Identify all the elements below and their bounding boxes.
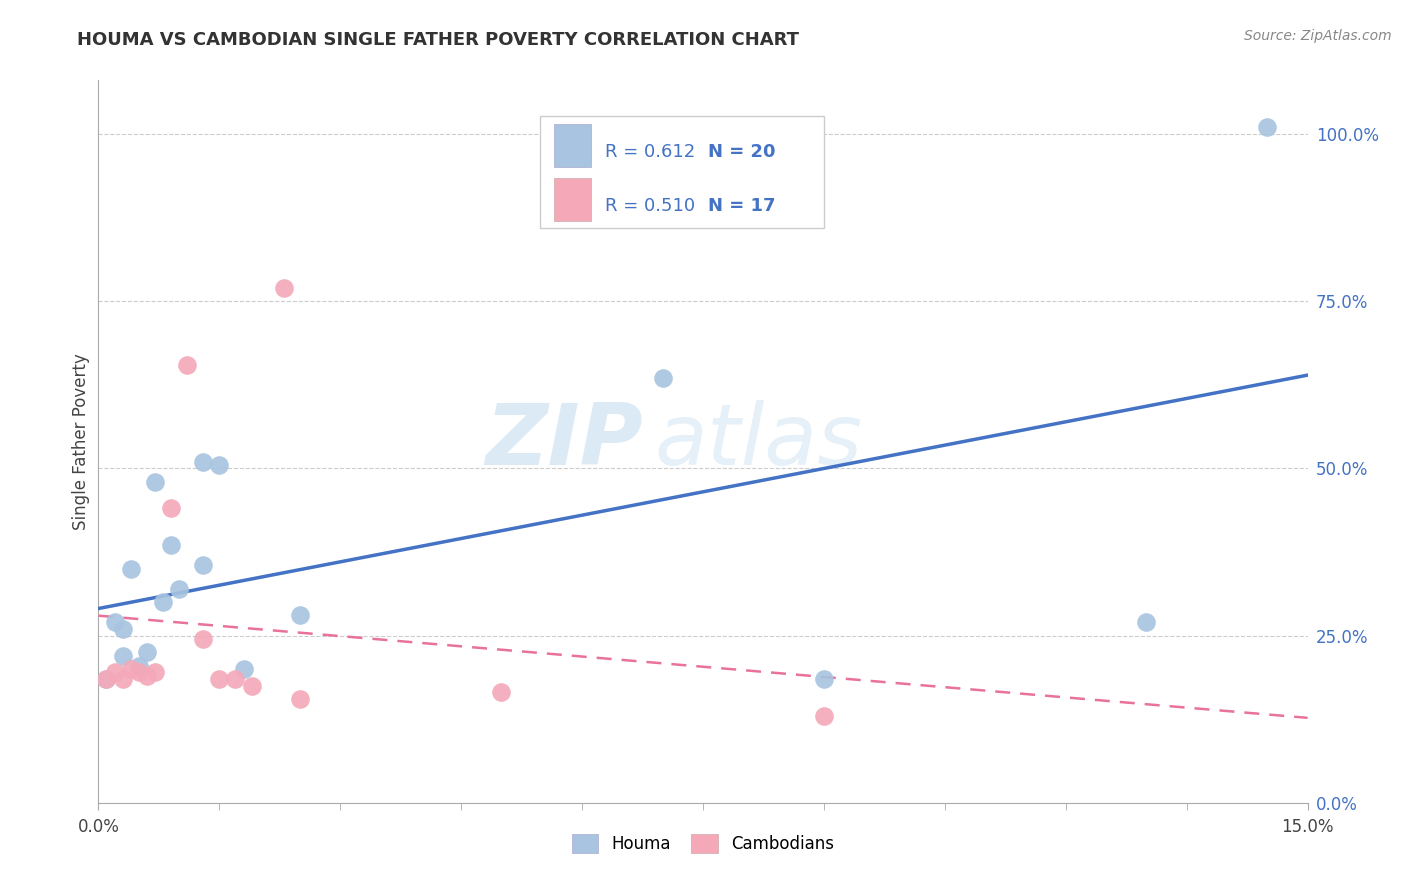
Point	[193, 558, 215, 573]
Point	[96, 672, 118, 686]
Text: Source: ZipAtlas.com: Source: ZipAtlas.com	[1244, 29, 1392, 43]
Point	[143, 475, 166, 489]
Point	[273, 281, 295, 295]
Point	[208, 458, 231, 472]
Point	[128, 665, 150, 680]
Point	[128, 658, 150, 673]
Point	[288, 608, 311, 623]
Point	[120, 562, 142, 576]
Point	[160, 501, 183, 516]
Point	[135, 645, 157, 659]
FancyBboxPatch shape	[540, 116, 824, 228]
Point	[103, 665, 125, 680]
Text: R = 0.510: R = 0.510	[605, 197, 707, 215]
Text: N = 20: N = 20	[707, 143, 775, 161]
Legend: Houma, Cambodians: Houma, Cambodians	[565, 827, 841, 860]
Point	[176, 358, 198, 372]
Point	[491, 685, 513, 699]
Text: HOUMA VS CAMBODIAN SINGLE FATHER POVERTY CORRELATION CHART: HOUMA VS CAMBODIAN SINGLE FATHER POVERTY…	[77, 31, 800, 49]
Point	[240, 679, 263, 693]
Text: atlas: atlas	[655, 400, 863, 483]
Y-axis label: Single Father Poverty: Single Father Poverty	[72, 353, 90, 530]
Point	[224, 672, 246, 686]
Point	[232, 662, 254, 676]
Point	[813, 708, 835, 723]
Point	[143, 665, 166, 680]
Point	[208, 672, 231, 686]
Point	[111, 622, 134, 636]
Point	[96, 672, 118, 686]
Point	[111, 672, 134, 686]
Point	[1135, 615, 1157, 630]
Text: N = 17: N = 17	[707, 197, 775, 215]
Text: ZIP: ZIP	[485, 400, 643, 483]
Point	[1256, 120, 1278, 135]
Point	[111, 648, 134, 663]
Point	[160, 538, 183, 552]
Point	[103, 615, 125, 630]
Point	[135, 669, 157, 683]
Point	[651, 371, 673, 385]
Point	[167, 582, 190, 596]
FancyBboxPatch shape	[554, 178, 591, 221]
Point	[193, 632, 215, 646]
Point	[813, 672, 835, 686]
FancyBboxPatch shape	[554, 124, 591, 167]
Point	[120, 662, 142, 676]
Point	[152, 595, 174, 609]
Point	[288, 692, 311, 706]
Point	[193, 455, 215, 469]
Text: R = 0.612: R = 0.612	[605, 143, 707, 161]
